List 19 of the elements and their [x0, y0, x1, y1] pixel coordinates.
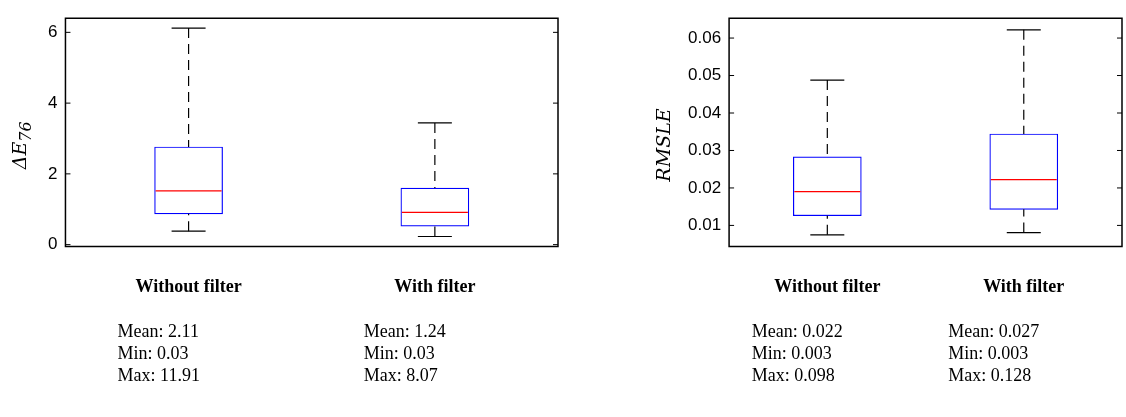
text: Mean: 0.022 Min: 0.003 Max: 0.098: [751, 320, 843, 386]
y-axis-title: RMSLE: [651, 108, 674, 182]
y-tick-label: 0.05: [687, 65, 722, 85]
text: Mean: 1.24 Min: 0.03 Max: 8.07: [363, 320, 446, 386]
text: Mean: 2.11 Min: 0.03 Max: 11.91: [117, 320, 200, 386]
y-tick-label: 0.02: [687, 177, 722, 197]
x-tick-label: With filter: [394, 275, 476, 296]
y-tick-label: 0: [47, 234, 58, 254]
x-tick-label: Without filter: [135, 275, 242, 296]
y-tick-label: 0.06: [687, 27, 722, 47]
y-tick-label: 0.04: [687, 102, 722, 122]
y-tick-label: 0.01: [687, 215, 722, 235]
y-tick-label: 2: [47, 163, 58, 183]
text: Mean: 0.027 Min: 0.003 Max: 0.128: [948, 320, 1040, 386]
y-tick-label: 4: [47, 92, 58, 112]
x-tick-label: With filter: [983, 275, 1065, 296]
x-tick-label: Without filter: [774, 275, 881, 296]
y-tick-label: 6: [47, 22, 58, 42]
y-tick-label: 0.03: [687, 140, 722, 160]
